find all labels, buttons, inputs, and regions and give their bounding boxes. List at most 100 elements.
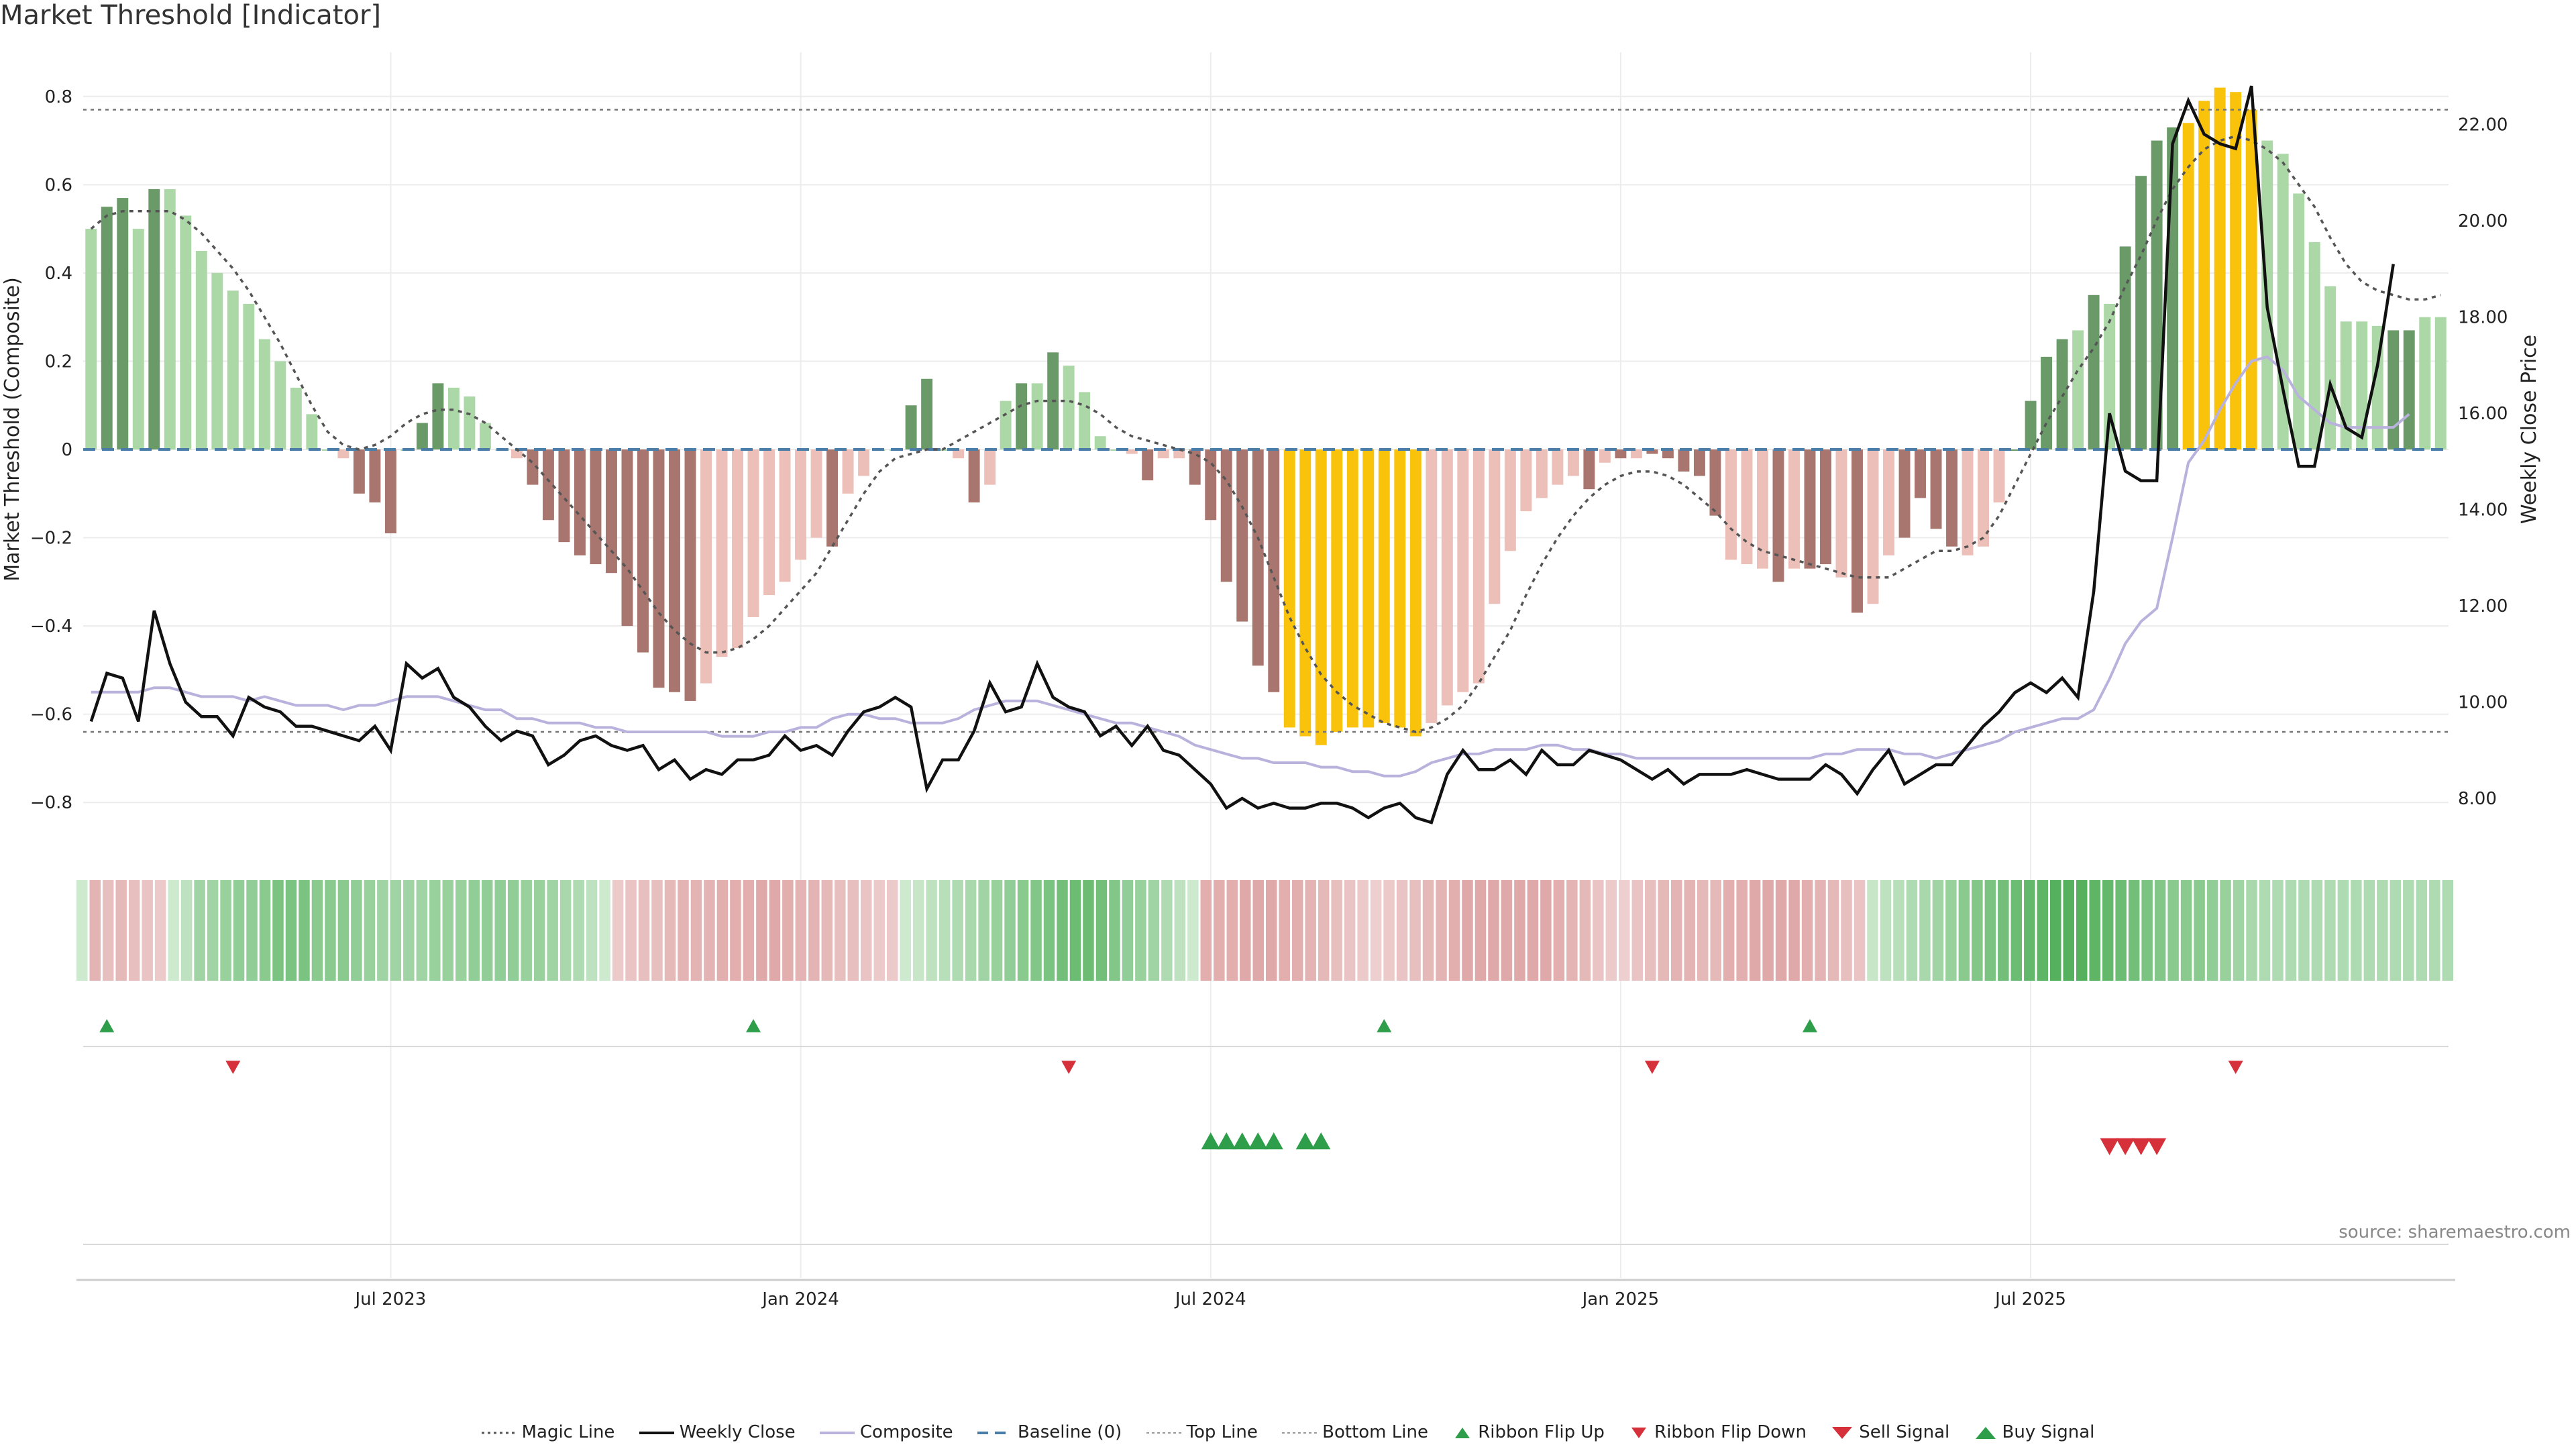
ribbon-cell <box>180 880 193 981</box>
ribbon-cell <box>1318 880 1330 981</box>
ribbon-cell <box>1370 880 1382 981</box>
threshold-bar <box>243 303 255 449</box>
threshold-bar <box>1283 449 1295 728</box>
threshold-bar <box>858 449 870 476</box>
threshold-bar <box>2387 330 2400 449</box>
threshold-bar <box>1867 449 1879 604</box>
legend-top-line-label: Top Line <box>1186 1422 1258 1442</box>
threshold-bar <box>795 449 807 560</box>
legend-ribbon-flip-down: Ribbon Flip Down <box>1629 1422 1807 1442</box>
threshold-bar <box>195 251 207 449</box>
ribbon-flip-down-marker <box>1061 1061 1077 1074</box>
threshold-bar <box>2135 176 2147 449</box>
threshold-bar <box>211 272 223 449</box>
threshold-bar <box>637 449 649 653</box>
ribbon-cell <box>351 880 362 981</box>
threshold-bar <box>1457 449 1469 692</box>
threshold-bar <box>85 229 97 449</box>
ribbon-cell <box>1566 880 1578 981</box>
legend-bottom-line-swatch <box>1282 1432 1318 1434</box>
ribbon-cell <box>1344 880 1356 981</box>
ribbon-cell <box>1827 880 1839 981</box>
ribbon-cell <box>1488 880 1499 981</box>
ribbon-cell <box>2194 880 2205 981</box>
ribbon-cell <box>2311 880 2323 981</box>
ribbon-cell <box>2298 880 2310 981</box>
threshold-bar <box>1110 449 1122 451</box>
threshold-bar <box>700 449 712 684</box>
threshold-bar <box>1299 449 1311 737</box>
threshold-bar <box>369 449 381 502</box>
threshold-bar <box>1630 449 1642 459</box>
ribbon-cell <box>154 880 166 981</box>
threshold-bar <box>1946 449 1958 547</box>
legend-weekly-close: Weekly Close <box>639 1422 796 1442</box>
ribbon-cell <box>586 880 598 981</box>
threshold-bar <box>1362 449 1375 728</box>
threshold-bar <box>2419 317 2431 449</box>
ribbon-cell <box>2272 880 2284 981</box>
ribbon-cell <box>1880 880 1892 981</box>
threshold-bar <box>227 290 239 449</box>
y2-tick-label: 22.00 <box>2458 115 2508 136</box>
ribbon-cell <box>886 880 898 981</box>
threshold-bar <box>2182 123 2194 449</box>
ribbon-cell <box>625 880 637 981</box>
ribbon-cell <box>1945 880 1957 981</box>
ribbon-cell <box>1422 880 1434 981</box>
sell-signal-marker <box>2100 1138 2119 1155</box>
ribbon-cell <box>1279 880 1290 981</box>
ribbon-cell <box>1187 880 1199 981</box>
legend-weekly-close-label: Weekly Close <box>679 1422 796 1442</box>
threshold-bar <box>1678 449 1690 472</box>
ribbon-cell <box>873 880 885 981</box>
ribbon-cell <box>2076 880 2088 981</box>
threshold-bar <box>905 405 917 449</box>
legend-baseline-swatch <box>977 1431 1012 1434</box>
ribbon-cell <box>246 880 258 981</box>
y2-tick-label: 10.00 <box>2458 693 2508 713</box>
threshold-bar <box>337 449 350 459</box>
y-tick-label: −0.2 <box>30 529 72 549</box>
ribbon-cell <box>756 880 767 981</box>
ribbon-cell <box>1579 880 1591 981</box>
threshold-bar <box>2072 330 2084 449</box>
threshold-bar <box>416 423 428 449</box>
threshold-bar <box>1252 449 1264 666</box>
ribbon-cell <box>1396 880 1408 981</box>
ribbon-cell <box>1057 880 1068 981</box>
threshold-bar <box>1583 449 1595 490</box>
sell-signal-marker <box>2147 1138 2167 1155</box>
ribbon-cell <box>2429 880 2440 981</box>
ribbon-cell <box>1645 880 1656 981</box>
buy-signal-marker <box>1311 1132 1331 1150</box>
threshold-bar <box>511 449 523 459</box>
ribbon-cell <box>991 880 1003 981</box>
ribbon-cell <box>1004 880 1016 981</box>
threshold-bar <box>117 198 129 449</box>
threshold-bar <box>1709 449 1721 516</box>
threshold-bar <box>447 387 460 449</box>
ribbon-cell <box>233 880 245 981</box>
ribbon-flip-down-marker <box>225 1061 241 1074</box>
ribbon-cell <box>1815 880 1826 981</box>
ribbon-cell <box>442 880 454 981</box>
threshold-bar <box>1804 449 1816 569</box>
ribbon-cell <box>1069 880 1081 981</box>
ribbon-cell <box>1605 880 1617 981</box>
ribbon-cell <box>938 880 951 981</box>
y2-tick-label: 14.00 <box>2458 500 2508 521</box>
ribbon-cell <box>2128 880 2140 981</box>
x-tick-label: Jul 2023 <box>354 1289 426 1309</box>
ribbon-cell <box>1593 880 1604 981</box>
ribbon-cell <box>1462 880 1473 981</box>
threshold-bar <box>1079 392 1091 449</box>
ribbon-cell <box>2246 880 2257 981</box>
ribbon-cell <box>2206 880 2218 981</box>
ribbon-cell <box>2154 880 2166 981</box>
ribbon-cell <box>1619 880 1630 981</box>
threshold-bar <box>274 361 286 449</box>
threshold-bar <box>1394 449 1406 728</box>
ribbon-cell <box>521 880 532 981</box>
threshold-bar <box>2025 400 2037 449</box>
